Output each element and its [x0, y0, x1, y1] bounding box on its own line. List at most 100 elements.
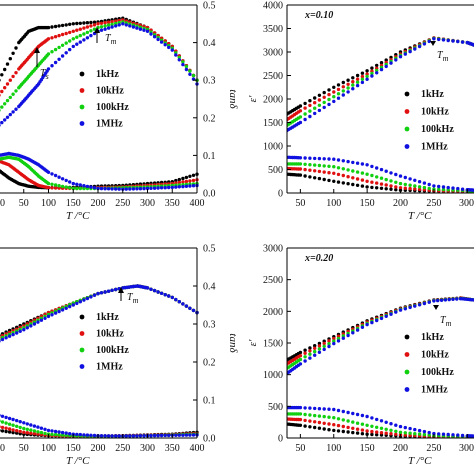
data-point	[0, 413, 1, 417]
data-point	[394, 172, 398, 177]
data-point	[308, 156, 312, 160]
data-point	[14, 46, 18, 50]
data-point	[170, 295, 174, 300]
data-point	[131, 25, 136, 29]
y-tick-label: 0.2	[203, 358, 216, 369]
data-point	[117, 187, 121, 191]
data-point	[336, 92, 341, 96]
data-point	[64, 306, 68, 310]
data-point	[53, 311, 58, 315]
data-point	[142, 434, 146, 438]
data-point	[92, 293, 97, 297]
x-tick-label: 250	[426, 443, 441, 454]
data-point	[417, 180, 422, 184]
legend-marker	[404, 369, 410, 375]
data-point	[188, 174, 192, 178]
data-point	[346, 182, 350, 186]
data-point	[78, 432, 83, 437]
legend-label: 1kHz	[96, 312, 119, 323]
data-point	[82, 32, 86, 36]
series-group	[0, 284, 199, 438]
data-point	[460, 40, 465, 44]
data-point	[303, 162, 307, 166]
data-point	[46, 52, 51, 56]
data-point	[46, 170, 51, 174]
data-point	[64, 185, 68, 189]
data-point	[303, 348, 307, 352]
data-point	[322, 90, 326, 95]
data-point	[298, 417, 303, 422]
panel-bottom-right: 0 500 1000 1500 2000 2500 3000 ε' 50 100 150 200 250…	[247, 244, 474, 467]
data-point	[351, 83, 355, 87]
data-point	[163, 293, 167, 297]
data-point	[384, 64, 388, 69]
data-point	[177, 177, 181, 182]
data-point	[389, 171, 393, 175]
data-point	[131, 187, 136, 191]
legend-label: 10kHz	[96, 86, 124, 97]
data-point	[317, 108, 322, 113]
data-point	[417, 303, 422, 307]
data-point	[413, 184, 417, 188]
legend-marker	[404, 144, 410, 149]
data-point	[408, 186, 412, 191]
data-point	[46, 37, 51, 41]
data-point	[341, 336, 345, 340]
data-point	[184, 175, 189, 180]
data-point	[332, 416, 336, 420]
y-axis-title: tanδ	[227, 333, 239, 353]
x-tick-label: 250	[115, 443, 130, 454]
data-point	[308, 175, 312, 179]
data-point	[365, 74, 369, 79]
data-point	[360, 178, 365, 182]
legend-marker	[404, 91, 410, 97]
data-point	[18, 420, 22, 424]
x-tick-label: 100	[326, 443, 341, 454]
data-point	[188, 306, 192, 310]
data-point	[365, 423, 369, 427]
legend-marker	[79, 121, 85, 126]
data-point	[341, 85, 345, 89]
data-point	[53, 60, 58, 65]
data-point	[313, 163, 317, 167]
data-point	[355, 170, 360, 174]
data-point	[46, 25, 51, 30]
data-point	[46, 428, 51, 433]
data-point	[181, 62, 185, 67]
x-tick-label: 200	[91, 198, 106, 209]
data-point	[332, 171, 336, 175]
x-axis-title: T /°C	[66, 455, 90, 467]
y-tick-label: 500	[268, 402, 283, 413]
data-point	[422, 181, 427, 185]
data-point	[298, 109, 303, 113]
data-point	[60, 23, 65, 28]
x-tick-label: 300	[140, 443, 155, 454]
data-point	[43, 316, 47, 320]
data-point	[298, 162, 303, 166]
legend-label: 100kHz	[421, 367, 454, 378]
data-point	[441, 187, 446, 192]
data-point	[336, 83, 341, 87]
data-point	[71, 186, 76, 191]
data-point	[394, 180, 398, 184]
y-tick-label: 1500	[263, 339, 283, 350]
data-point	[384, 431, 388, 435]
data-point	[0, 425, 1, 428]
data-point	[18, 329, 22, 333]
data-point	[322, 157, 326, 161]
data-point	[432, 184, 436, 188]
data-point	[298, 362, 303, 366]
data-point	[78, 40, 83, 44]
data-point	[346, 78, 350, 82]
data-point	[64, 51, 68, 55]
data-point	[60, 308, 65, 312]
data-point	[384, 177, 388, 182]
data-point	[78, 33, 83, 38]
data-point	[184, 304, 189, 308]
data-point	[60, 184, 65, 189]
data-point	[57, 430, 61, 434]
y-tick-label: 0.4	[203, 282, 216, 293]
data-point	[11, 428, 15, 432]
data-point	[110, 187, 114, 191]
data-point	[64, 31, 68, 36]
